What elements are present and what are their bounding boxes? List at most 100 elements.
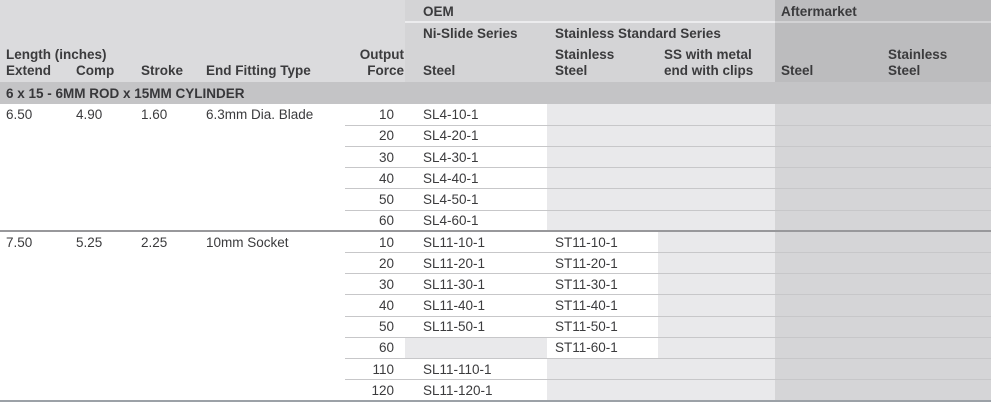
oem-stainless-steel-column-header: Stainless Steel [547, 43, 658, 82]
extend-cell [0, 147, 70, 168]
comp-cell: 5.25 [70, 230, 135, 253]
comp-cell [70, 358, 135, 379]
oem-stainless-part-cell [547, 125, 658, 148]
extend-cell [0, 210, 70, 231]
extend-cell [0, 125, 70, 146]
table-header: OEM Aftermarket Ni-Slide Series Stainles… [0, 0, 991, 82]
table-row: 110 SL11-110-1 [0, 358, 991, 381]
end-fitting-cell [201, 210, 345, 231]
table-row: 50 SL4-50-1 [0, 188, 991, 211]
aftermarket-steel-part-cell [775, 146, 881, 169]
oem-stainless-part-cell: ST11-30-1 [547, 273, 658, 296]
aftermarket-stainless-part-cell [880, 230, 991, 254]
end-fitting-type-column-header: End Fitting Type [201, 43, 345, 82]
oem-stainless-part-cell: ST11-40-1 [547, 294, 658, 317]
output-force-cell: 110 [345, 358, 405, 381]
oem-stainless-part-cell: ST11-60-1 [547, 337, 658, 359]
oem-steel-part-cell: SL4-20-1 [405, 125, 547, 148]
header-spacer [0, 0, 405, 22]
oem-steel-part-cell: SL11-30-1 [405, 273, 547, 296]
oem-ss-clips-part-cell [658, 379, 776, 402]
oem-ss-clips-part-cell [658, 167, 776, 190]
oem-stainless-part-cell [547, 379, 658, 402]
output-force-cell: 30 [345, 273, 405, 296]
aftermarket-steel-part-cell [775, 230, 881, 254]
aftermarket-stainless-part-cell [880, 337, 991, 359]
cylinder-group-title: 6 x 15 - 6MM ROD x 15MM CYLINDER [0, 82, 991, 105]
oem-steel-part-cell [405, 337, 547, 359]
aftermarket-steel-part-cell [775, 125, 881, 148]
aftermarket-stainless-part-cell [880, 273, 991, 296]
output-force-cell: 20 [345, 252, 405, 275]
extend-cell [0, 253, 70, 274]
table-row: 60 ST11-60-1 [0, 337, 991, 359]
aftermarket-stainless-part-cell [880, 104, 991, 126]
oem-ss-clips-part-cell [658, 104, 776, 126]
table-row: 20 SL11-20-1 ST11-20-1 [0, 252, 991, 275]
output-force-cell: 10 [345, 104, 405, 126]
table-row: 60 SL4-60-1 [0, 210, 991, 232]
stroke-cell [135, 379, 201, 402]
output-force-cell: 60 [378, 212, 394, 228]
comp-cell: 4.90 [76, 107, 103, 123]
end-fitting-cell [201, 189, 345, 210]
oem-steel-part-cell: SL11-120-1 [405, 379, 547, 402]
aftermarket-stainless-steel-column-header: Stainless Steel [880, 43, 991, 82]
oem-ss-clips-part-cell [658, 358, 776, 381]
oem-stainless-part-cell: ST11-10-1 [547, 230, 658, 254]
aftermarket-steel-part-cell [775, 337, 881, 359]
stroke-cell [135, 253, 201, 274]
comp-column-header: Comp [70, 43, 135, 82]
table-row: 7.50 5.25 2.25 10mm Socket 10 SL11-10-1 … [0, 230, 991, 254]
oem-stainless-part-cell [547, 167, 658, 190]
oem-steel-part-cell: SL11-10-1 [405, 230, 547, 254]
aftermarket-group-header: Aftermarket [775, 0, 991, 23]
oem-ss-clips-part-cell [658, 252, 776, 275]
column-label-row: Length (inches) Extend Comp Stroke End F… [0, 43, 991, 82]
extend-label: Extend [6, 63, 52, 78]
oem-ss-clips-part-cell [658, 125, 776, 148]
header-spacer [775, 22, 991, 43]
series-group-row: OEM Aftermarket [0, 0, 991, 23]
stroke-cell [135, 189, 201, 210]
aftermarket-steel-part-cell [775, 210, 881, 232]
oem-stainless-part-cell [547, 104, 658, 126]
ni-slide-series-header: Ni-Slide Series [405, 22, 547, 43]
aftermarket-steel-part-cell [775, 104, 881, 126]
aftermarket-steel-part-cell [775, 294, 881, 317]
stroke-cell [135, 358, 201, 379]
aftermarket-stainless-part-cell [880, 210, 991, 232]
stroke-cell [135, 210, 201, 231]
aftermarket-steel-part-cell [775, 167, 881, 190]
length-inches-label: Length (inches) [6, 47, 107, 62]
aftermarket-steel-part-cell [775, 188, 881, 211]
oem-stainless-part-cell: ST11-20-1 [547, 252, 658, 275]
table-row: 30 SL11-30-1 ST11-30-1 [0, 273, 991, 296]
comp-cell [70, 295, 135, 316]
extend-cell: 7.50 [0, 230, 70, 253]
aftermarket-stainless-part-cell [880, 358, 991, 381]
extend-cell [0, 274, 70, 295]
header-spacer [0, 22, 405, 43]
comp-cell [70, 125, 135, 146]
extend-cell [0, 189, 70, 210]
output-force-cell: 50 [345, 316, 405, 338]
table-row: 6.50 4.90 1.60 6.3mm Dia. Blade 10 SL4-1… [0, 104, 991, 126]
oem-stainless-part-cell [547, 210, 658, 232]
oem-group-header: OEM [405, 0, 776, 23]
oem-steel-part-cell: SL4-30-1 [405, 146, 547, 169]
table-body: 6 x 15 - 6MM ROD x 15MM CYLINDER 6.50 4.… [0, 82, 991, 402]
extend-column-header: Length (inches) Extend [0, 43, 107, 82]
end-fitting-cell [201, 125, 345, 146]
aftermarket-steel-part-cell [775, 316, 881, 338]
stroke-column-header: Stroke [135, 43, 201, 82]
comp-cell [70, 253, 135, 274]
output-force-cell: 40 [345, 167, 405, 190]
comp-cell [70, 147, 135, 168]
stroke-cell [135, 168, 201, 189]
output-force-cell: 60 [345, 337, 405, 359]
aftermarket-stainless-part-cell [880, 188, 991, 211]
stroke-cell [135, 274, 201, 295]
